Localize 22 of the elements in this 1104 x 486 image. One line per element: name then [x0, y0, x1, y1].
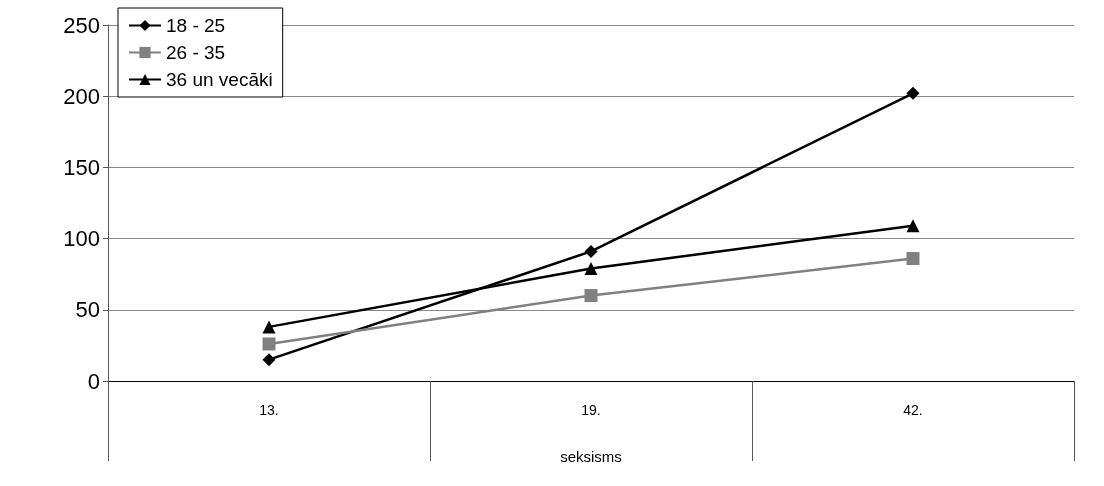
point: [906, 219, 920, 233]
y-tick-label: 250: [63, 12, 100, 38]
legend-label: 36 un vecāki: [166, 69, 273, 90]
point: [584, 289, 598, 303]
point: [584, 262, 598, 275]
point: [906, 86, 920, 100]
x-axis-title: seksisms: [560, 448, 622, 465]
y-tick-label: 50: [75, 297, 100, 323]
x-tick-label: 13.: [259, 402, 279, 418]
point: [262, 353, 276, 367]
point: [262, 320, 276, 334]
x-tick-label: 42.: [903, 402, 923, 418]
point: [262, 337, 276, 351]
point: [584, 244, 598, 258]
legend-label: 18 - 25: [166, 15, 226, 36]
y-tick-label: 200: [63, 83, 100, 109]
point: [906, 252, 920, 266]
y-tick-label: 100: [63, 226, 100, 252]
y-tick-label: 150: [63, 154, 100, 180]
legend-label: 26 - 35: [166, 42, 226, 63]
x-tick-label: 19.: [581, 402, 601, 418]
y-tick-label: 0: [87, 368, 100, 394]
